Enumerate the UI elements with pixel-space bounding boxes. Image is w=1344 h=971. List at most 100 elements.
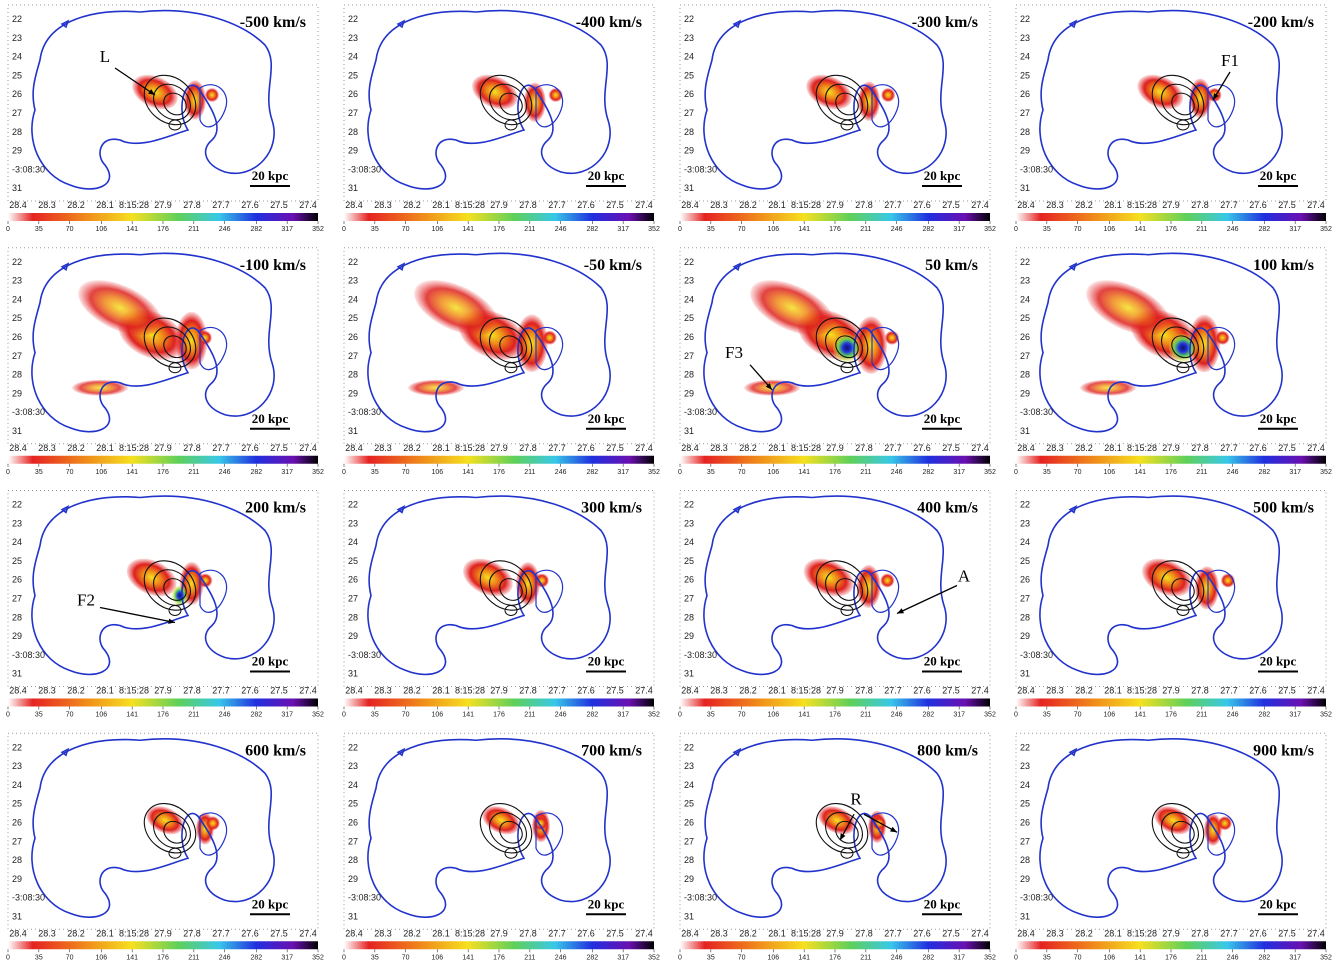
- x-tick-label: 28.1: [96, 443, 114, 453]
- colorbar-tick-label: 141: [462, 226, 474, 233]
- x-tick-label: 28.1: [1104, 200, 1122, 210]
- colorbar-tick-label: 70: [402, 712, 410, 719]
- colorbar-tick-label: 35: [707, 954, 715, 961]
- y-tick-label: -3:08:30: [1020, 407, 1053, 417]
- colorbar-tick-label: 106: [432, 469, 444, 476]
- contour-outer: [1040, 739, 1282, 917]
- x-tick-label: 27.6: [913, 443, 931, 453]
- scale-bar-label: 20 kpc: [588, 654, 625, 669]
- colorbar-tick-label: 176: [157, 226, 169, 233]
- colorbar: [1016, 699, 1326, 707]
- colorbar-tick-label: 0: [342, 469, 346, 476]
- x-tick-label: 27.6: [577, 928, 595, 938]
- y-tick-label: 24: [1020, 294, 1030, 304]
- colorbar: [680, 941, 990, 949]
- annotation: A: [958, 567, 971, 586]
- colorbar-tick-label: 282: [1259, 469, 1271, 476]
- colorbar-tick-label: 317: [617, 712, 629, 719]
- emission: [549, 88, 563, 102]
- x-tick-label: 27.5: [270, 686, 288, 696]
- y-tick-label: 22: [1020, 500, 1030, 510]
- colorbar-tick-label: 246: [891, 226, 903, 233]
- y-tick-label: 27: [12, 108, 22, 118]
- x-tick-label: 27.6: [1249, 686, 1267, 696]
- x-tick-label: 28.2: [1075, 200, 1093, 210]
- velocity-label: 300 km/s: [581, 500, 642, 517]
- colorbar-tick-label: 211: [860, 954, 871, 961]
- x-tick-label: 28.3: [1046, 686, 1064, 696]
- colorbar: [680, 699, 990, 707]
- x-tick-label: 28.1: [1104, 928, 1122, 938]
- colorbar-tick-label: 352: [1320, 954, 1332, 961]
- colorbar-tick-label: 35: [1043, 712, 1051, 719]
- y-tick-label: 25: [348, 556, 358, 566]
- velocity-label: -200 km/s: [1248, 14, 1314, 31]
- colorbar-tick-label: 70: [1074, 954, 1082, 961]
- colorbar: [8, 213, 318, 221]
- colorbar-tick-label: 352: [648, 469, 660, 476]
- y-tick-label: 28: [684, 127, 694, 137]
- colorbar-tick-label: 70: [738, 712, 746, 719]
- x-tick-label: 27.8: [1191, 686, 1209, 696]
- y-tick-label: 24: [684, 780, 694, 790]
- x-tick-label: 27.9: [154, 928, 172, 938]
- y-tick-label: 31: [684, 911, 694, 921]
- y-tick-label: 23: [1020, 276, 1030, 286]
- colorbar-tick-label: 246: [219, 469, 231, 476]
- x-tick-label: 27.8: [855, 200, 873, 210]
- colorbar-tick-label: 317: [1289, 712, 1301, 719]
- x-tick-label: 28.1: [768, 686, 786, 696]
- colorbar-tick-label: 106: [1104, 712, 1116, 719]
- x-tick-label: 27.7: [212, 928, 230, 938]
- x-tick-label: 27.8: [183, 686, 201, 696]
- x-tick-label: 8:15:28: [455, 443, 485, 453]
- x-tick-label: 28.3: [374, 686, 392, 696]
- colorbar-tick-label: 246: [891, 712, 903, 719]
- velocity-label: 700 km/s: [581, 742, 642, 759]
- y-tick-label: 22: [684, 500, 694, 510]
- colorbar: [1016, 941, 1326, 949]
- y-tick-label: 26: [684, 89, 694, 99]
- y-tick-label: 22: [1020, 257, 1030, 267]
- y-tick-label: 31: [1020, 183, 1030, 193]
- colorbar-tick-label: 0: [1014, 954, 1018, 961]
- x-tick-label: 8:15:28: [791, 928, 821, 938]
- x-tick-label: 27.8: [519, 443, 537, 453]
- x-tick-label: 27.9: [1162, 928, 1180, 938]
- x-tick-label: 28.2: [67, 443, 85, 453]
- x-tick-label: 27.7: [548, 686, 566, 696]
- colorbar-tick-label: 70: [1074, 469, 1082, 476]
- colorbar-tick-label: 35: [371, 954, 379, 961]
- colorbar-tick-label: 176: [493, 712, 505, 719]
- x-tick-label: 27.7: [884, 443, 902, 453]
- x-tick-label: 27.9: [490, 686, 508, 696]
- y-tick-label: 31: [348, 183, 358, 193]
- colorbar-tick-label: 141: [462, 469, 474, 476]
- colorbar-tick-label: 141: [126, 469, 138, 476]
- colorbar-tick-label: 317: [281, 469, 293, 476]
- y-tick-label: 25: [684, 556, 694, 566]
- x-tick-label: 27.4: [635, 928, 653, 938]
- x-tick-label: 28.2: [739, 928, 757, 938]
- x-tick-label: 27.9: [826, 200, 844, 210]
- y-tick-label: 25: [1020, 313, 1030, 323]
- y-tick-label: 29: [348, 874, 358, 884]
- colorbar-tick-label: 176: [493, 954, 505, 961]
- colorbar-tick-label: 35: [371, 226, 379, 233]
- y-tick-label: 29: [12, 388, 22, 398]
- velocity-label: -100 km/s: [240, 257, 306, 274]
- y-tick-label: 24: [1020, 537, 1030, 547]
- x-tick-label: 27.6: [913, 686, 931, 696]
- y-tick-label: 29: [12, 146, 22, 156]
- x-tick-label: 28.3: [374, 443, 392, 453]
- colorbar-tick-label: 176: [829, 954, 841, 961]
- x-tick-label: 27.7: [1220, 928, 1238, 938]
- y-tick-label: -3:08:30: [12, 893, 45, 903]
- x-tick-label: 28.1: [768, 200, 786, 210]
- x-tick-label: 27.4: [299, 928, 317, 938]
- colorbar-tick-label: 106: [96, 954, 108, 961]
- y-tick-label: -3:08:30: [348, 164, 381, 174]
- colorbar-tick-label: 0: [1014, 226, 1018, 233]
- scale-bar-label: 20 kpc: [1260, 168, 1297, 183]
- velocity-label: 900 km/s: [1253, 742, 1314, 759]
